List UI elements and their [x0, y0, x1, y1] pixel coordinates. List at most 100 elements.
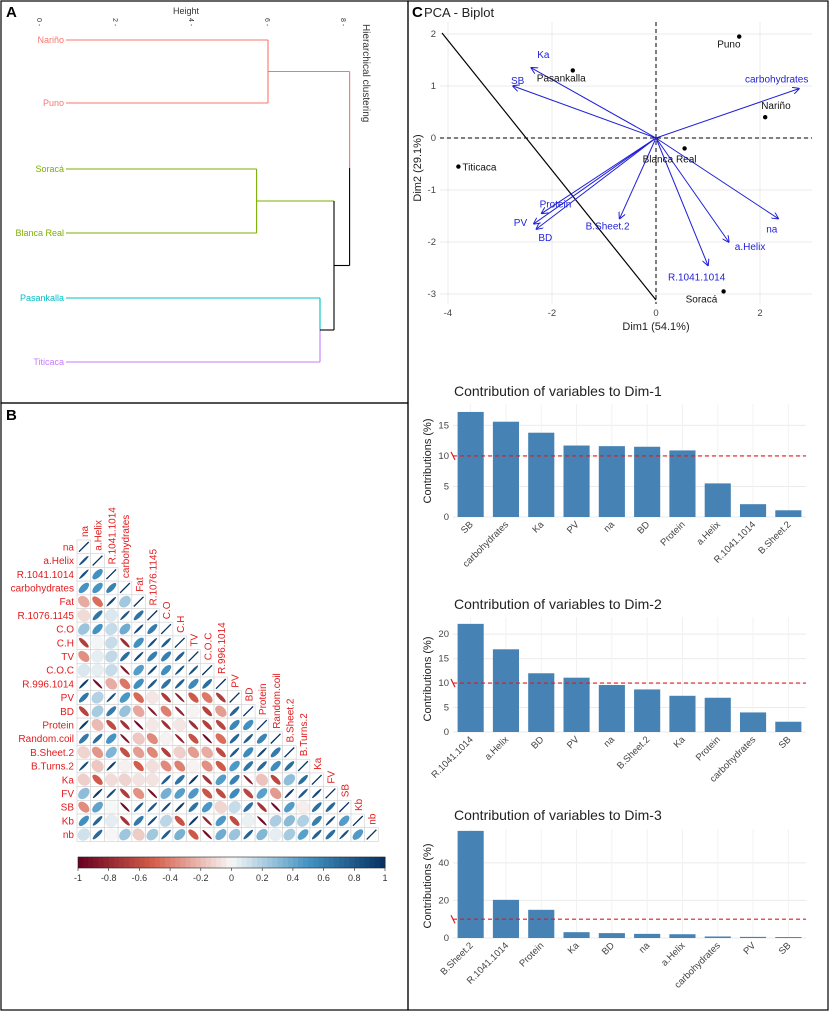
colorbar-step: [154, 857, 161, 868]
colorbar-tick-label: 0.6: [317, 873, 330, 883]
dendrogram-tick: 2 -: [111, 18, 118, 27]
correlogram-diagonal: [284, 747, 295, 758]
colorbar-step: [369, 857, 376, 868]
correlogram-row-label: R.1041.1014: [17, 570, 75, 581]
correlogram-ellipse: [133, 815, 144, 826]
correlogram-ellipse: [243, 719, 254, 731]
correlogram-row-label: nb: [63, 830, 75, 841]
correlogram-row-label: B.Sheet.2: [30, 748, 74, 759]
correlogram-column-label: B.Turns.2: [299, 713, 310, 756]
correlogram-ellipse: [91, 705, 104, 718]
dendrogram-tick: 4 -: [187, 18, 194, 27]
correlogram-ellipse: [145, 773, 159, 787]
correlogram-ellipse: [78, 733, 89, 744]
bar-ytick: 20: [438, 629, 449, 640]
correlogram-ellipse: [214, 800, 228, 814]
biplot-vector-label: SB: [511, 76, 525, 87]
biplot-point: [682, 146, 687, 151]
biplot-xtick: -4: [444, 308, 452, 319]
correlogram-ellipse: [146, 746, 158, 758]
biplot-point-label: Puno: [717, 40, 741, 51]
correlogram-ellipse: [120, 720, 130, 730]
bar-category-label: BD: [529, 734, 546, 751]
correlogram-ellipse: [175, 692, 185, 703]
colorbar-step: [88, 857, 94, 868]
biplot-vector: [536, 137, 657, 229]
colorbar-tick-label: 0: [229, 873, 234, 883]
correlogram-ellipse: [257, 802, 267, 812]
correlogram-column-label: Fat: [135, 577, 146, 592]
correlogram-ellipse: [201, 746, 213, 759]
colorbar-step: [313, 857, 319, 868]
colorbar-step: [246, 857, 253, 868]
correlogram-ellipse: [119, 595, 131, 608]
bar-category-label: Ka: [566, 940, 583, 957]
colorbar-step: [211, 857, 217, 868]
correlogram-diagonal: [133, 596, 144, 607]
correlogram-ellipse: [188, 665, 199, 675]
correlogram-ellipse: [159, 732, 173, 746]
bar: [739, 504, 767, 517]
colorbar-tick-label: -0.6: [132, 873, 148, 883]
correlogram-ellipse: [311, 815, 322, 826]
biplot-vector-label: PV: [514, 218, 528, 229]
correlogram-row-label: a.Helix: [43, 556, 74, 567]
correlogram-ellipse: [120, 802, 130, 812]
correlogram-ellipse: [104, 773, 118, 787]
correlogram-ellipse: [229, 706, 240, 717]
bar-ytick: 15: [438, 654, 449, 665]
correlogram-ellipse: [146, 759, 159, 773]
colorbar-step: [277, 857, 284, 868]
bar: [704, 483, 731, 517]
correlogram-ellipse: [296, 800, 310, 814]
biplot-point-label: Soracá: [686, 294, 718, 305]
correlogram-column-label: C.O.C: [203, 633, 214, 661]
dim2-contribution-chart: Contribution of variables to Dim-2 Contr…: [422, 596, 806, 785]
bar: [492, 649, 520, 732]
correlogram-ellipse: [201, 801, 213, 813]
correlogram-ellipse: [243, 788, 254, 799]
biplot-axes: -4 -2 0 2 -3 -2 -1 0 1 2: [428, 22, 812, 319]
correlogram-ellipse: [147, 706, 158, 716]
correlogram-ellipse: [175, 802, 185, 812]
bar: [775, 721, 802, 732]
correlogram-diagonal: [92, 555, 103, 566]
bar: [598, 685, 625, 732]
correlogram-column-label: R.996.1014: [217, 622, 228, 674]
correlogram-row-label: na: [63, 542, 75, 553]
correlogram-ellipse: [256, 733, 268, 744]
colorbar-step: [175, 857, 181, 868]
correlogram-ellipse: [104, 827, 118, 842]
panel-c-frame: [407, 0, 829, 1011]
bar-ytick: 10: [438, 678, 449, 689]
bar-category-label: na: [637, 940, 653, 956]
correlogram-ellipse: [215, 815, 227, 827]
biplot-vector: [655, 137, 778, 219]
correlogram-ellipse: [270, 747, 281, 758]
colorbar-step: [308, 857, 314, 868]
biplot-vector: [655, 89, 799, 139]
correlogram-ellipse: [105, 678, 118, 690]
correlogram-row-label: C.H: [57, 638, 74, 649]
correlogram-ellipse: [228, 828, 241, 841]
correlogram-ellipse: [79, 555, 89, 566]
correlogram-ellipse: [105, 622, 118, 636]
correlogram-ellipse: [78, 582, 90, 594]
correlogram-ellipse: [92, 569, 103, 580]
correlogram-ellipse: [188, 816, 199, 826]
correlogram-ellipse: [92, 801, 103, 813]
dim3-title: Contribution of variables to Dim-3: [454, 807, 662, 823]
correlogram-ellipse: [133, 678, 144, 690]
correlogram-ellipse: [92, 596, 103, 607]
correlogram-ellipse: [92, 829, 103, 840]
bar: [528, 909, 555, 938]
colorbar-step: [262, 857, 268, 868]
colorbar-tick-label: -0.2: [193, 873, 209, 883]
correlogram-ellipse: [215, 774, 227, 786]
colorbar-step: [328, 857, 335, 868]
correlogram-ellipse: [78, 815, 90, 827]
correlogram-ellipse: [161, 802, 171, 812]
correlogram-column-label: B.Sheet.2: [285, 698, 296, 742]
bar: [669, 695, 696, 732]
